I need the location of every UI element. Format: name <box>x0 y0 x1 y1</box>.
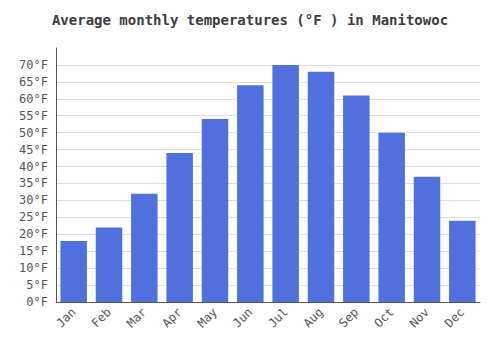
svg-text:Jul: Jul <box>265 305 290 330</box>
svg-text:Mar: Mar <box>124 305 149 330</box>
svg-text:35°F: 35°F <box>19 176 48 190</box>
svg-text:30°F: 30°F <box>19 193 48 207</box>
svg-text:65°F: 65°F <box>19 75 48 89</box>
svg-text:Average monthly temperatures (: Average monthly temperatures (°F ) in Ma… <box>52 12 448 28</box>
svg-text:5°F: 5°F <box>26 278 48 292</box>
svg-text:50°F: 50°F <box>19 126 48 140</box>
svg-text:25°F: 25°F <box>19 210 48 224</box>
svg-text:Dec: Dec <box>442 305 467 330</box>
svg-text:40°F: 40°F <box>19 160 48 174</box>
svg-text:15°F: 15°F <box>19 244 48 258</box>
svg-text:60°F: 60°F <box>19 92 48 106</box>
svg-text:Feb: Feb <box>89 305 114 330</box>
svg-text:10°F: 10°F <box>19 261 48 275</box>
svg-text:55°F: 55°F <box>19 109 48 123</box>
svg-text:May: May <box>195 305 220 330</box>
svg-text:70°F: 70°F <box>19 58 48 72</box>
svg-text:Nov: Nov <box>407 305 432 330</box>
svg-text:Oct: Oct <box>371 305 396 330</box>
svg-text:Apr: Apr <box>159 305 184 330</box>
svg-text:Aug: Aug <box>301 305 326 330</box>
svg-text:Jun: Jun <box>230 305 255 330</box>
svg-text:0°F: 0°F <box>26 295 48 309</box>
svg-text:45°F: 45°F <box>19 143 48 157</box>
svg-text:Sep: Sep <box>336 305 361 330</box>
svg-text:20°F: 20°F <box>19 227 48 241</box>
svg-text:Jan: Jan <box>53 305 78 330</box>
